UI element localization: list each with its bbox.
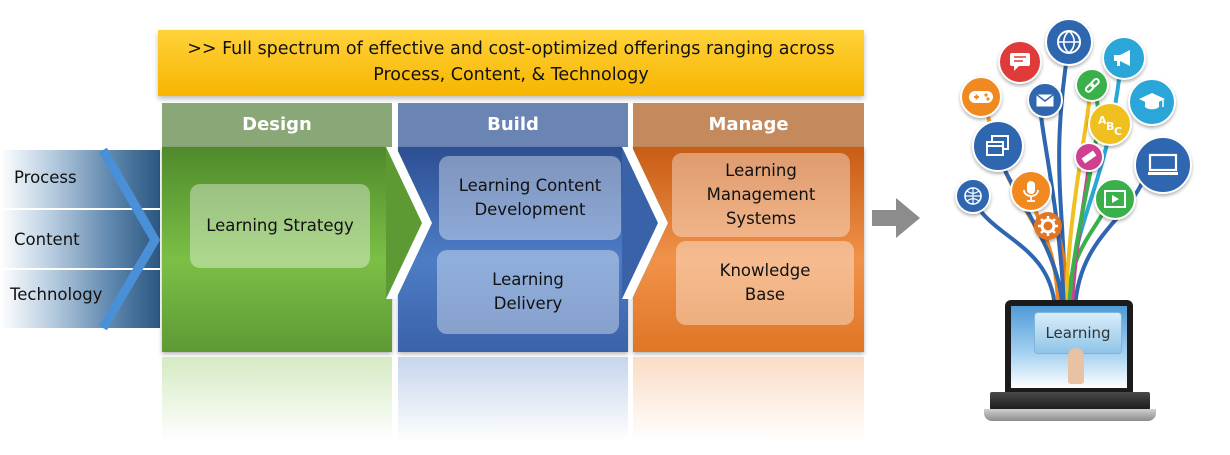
column-body-build [398, 147, 628, 352]
video-icon [1094, 178, 1136, 220]
laptop-keyboard [990, 392, 1150, 410]
card-knowledge-base: Knowledge Base [676, 241, 854, 325]
reflection-design [162, 357, 392, 442]
header-banner: >> Full spectrum of effective and cost-o… [158, 30, 864, 96]
finger-image [1068, 348, 1084, 384]
mail-icon [1027, 82, 1063, 118]
banner-line-2: Process, Content, & Technology [373, 65, 649, 85]
microphone-icon [1010, 170, 1052, 212]
chevron-build-to-manage [622, 147, 668, 299]
gear-icon [1034, 212, 1062, 240]
network-globe-icon [955, 178, 991, 214]
input-band-content [0, 210, 160, 268]
megaphone-icon [1102, 36, 1146, 80]
input-label-technology: Technology [10, 285, 103, 304]
column-header-build: Build [398, 103, 628, 147]
card-learning-management-systems: Learning Management Systems [672, 153, 850, 237]
card-learning-delivery: Learning Delivery [437, 250, 619, 334]
column-header-design: Design [162, 103, 392, 147]
monitor-icon [1134, 136, 1192, 194]
graduation-cap-icon [1128, 78, 1176, 126]
column-header-manage: Manage [633, 103, 864, 147]
ruler-icon [1074, 142, 1104, 172]
banner-line-1: >> Full spectrum of effective and cost-o… [187, 39, 835, 59]
input-label-content: Content [14, 230, 80, 249]
column-body-manage [633, 147, 864, 352]
input-chevron [99, 148, 161, 330]
chevron-design-to-build [386, 147, 432, 299]
windows-icon [972, 120, 1024, 172]
svg-text:A: A [1098, 114, 1107, 127]
laptop-base [984, 409, 1156, 421]
svg-text:C: C [1114, 125, 1122, 136]
card-learning-content-development: Learning Content Development [439, 156, 621, 240]
reflection-build [398, 357, 628, 442]
card-learning-strategy: Learning Strategy [190, 184, 370, 268]
link-icon [1075, 68, 1109, 102]
reflection-manage [633, 357, 864, 442]
gamepad-icon [960, 76, 1002, 118]
column-body-design [162, 147, 392, 352]
arrow-right-icon [872, 198, 920, 238]
globe-icon [1045, 18, 1093, 66]
screen-learning-label: Learning [1034, 312, 1122, 354]
input-label-process: Process [14, 168, 77, 187]
chat-icon [998, 40, 1042, 84]
svg-text:B: B [1106, 120, 1114, 133]
